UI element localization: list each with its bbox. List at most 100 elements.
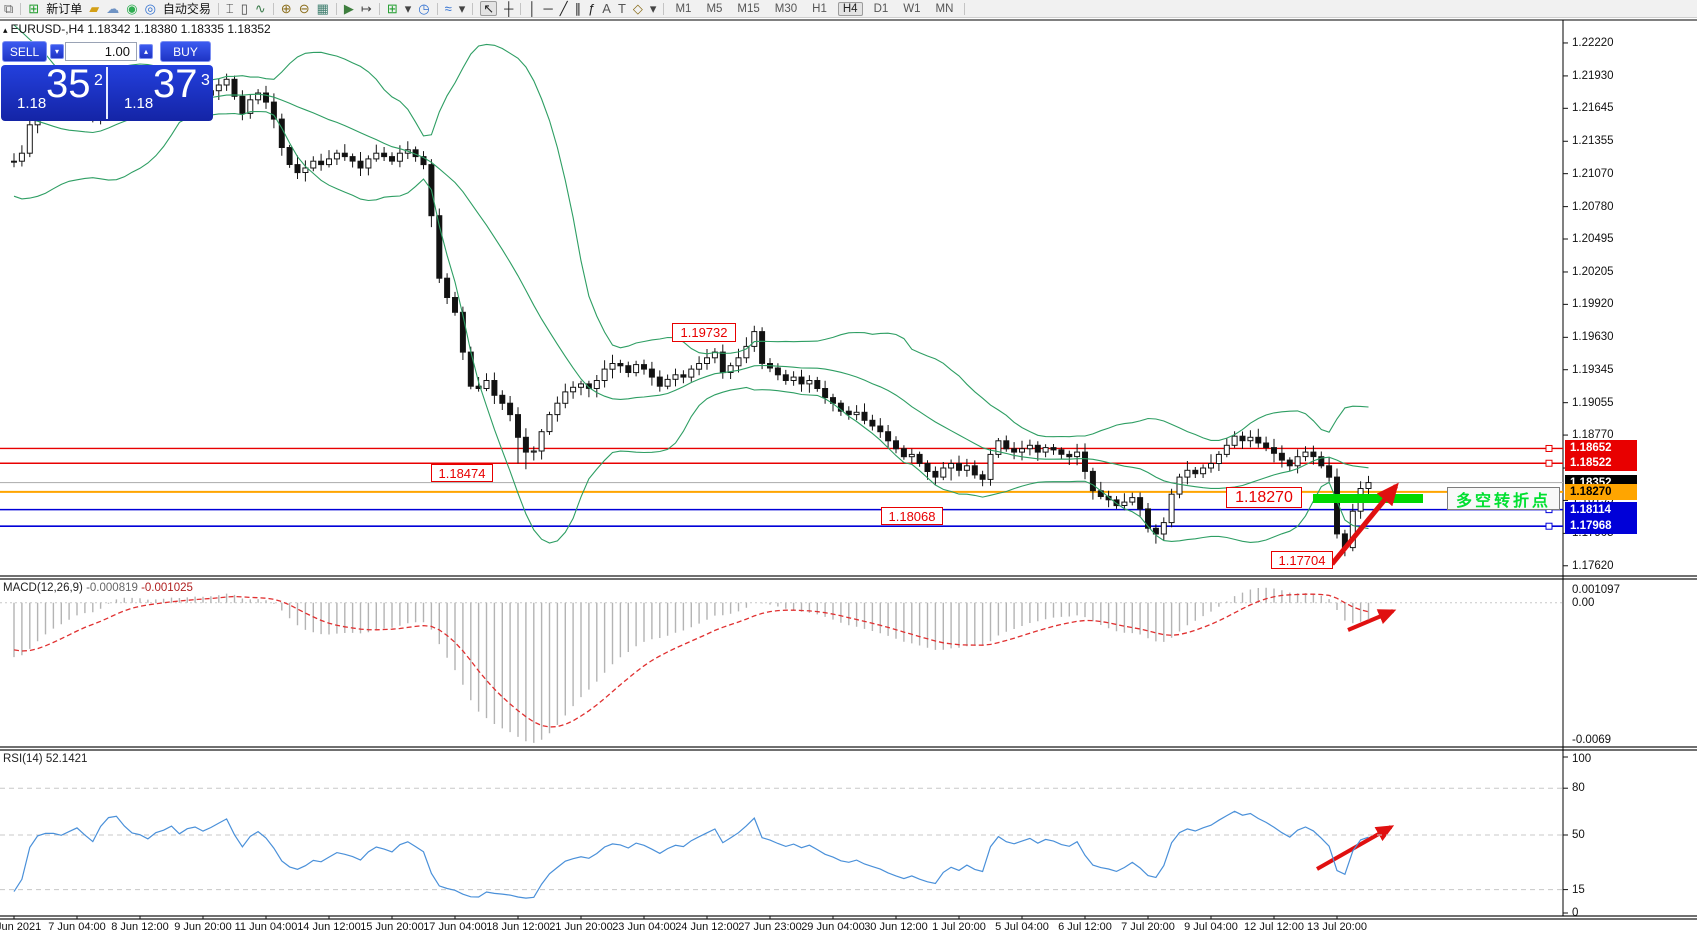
price-axis-tick: 1.18770	[1572, 429, 1614, 442]
toolbar-separator	[964, 2, 966, 15]
volume-increase-button[interactable]: ▴	[139, 44, 153, 59]
arrows-caret-icon[interactable]: ▾	[649, 0, 657, 16]
trendline-icon[interactable]: ╱	[559, 0, 568, 16]
time-axis-label: 29 Jun 04:00	[801, 921, 865, 933]
text-icon[interactable]: A	[602, 0, 611, 16]
buy-button[interactable]: BUY	[160, 41, 211, 62]
buy-price-prefix: 1.18	[124, 95, 154, 112]
cursor-icon[interactable]: ↖	[480, 1, 498, 16]
macd-name: MACD(12,26,9)	[3, 582, 83, 594]
timeframe-button-d1[interactable]: D1	[873, 2, 889, 15]
pane-separator[interactable]	[0, 746, 1697, 751]
sell-price[interactable]: 1.18 35 2	[1, 62, 106, 121]
window-menu-icon[interactable]: ⧉	[4, 0, 14, 16]
price-axis-tick: 1.20495	[1572, 233, 1614, 245]
timeframe-button-w1[interactable]: W1	[903, 2, 921, 15]
panel-collapse-icon[interactable]: ▴	[3, 25, 8, 35]
vertical-line-icon[interactable]: │	[528, 0, 537, 16]
price-tag-annotation[interactable]: 1.18474	[431, 464, 493, 482]
macd-axis-max-label: 0.001097	[1572, 584, 1620, 596]
price-divider	[106, 67, 108, 119]
turning-point-annotation[interactable]: 多空转折点	[1447, 487, 1560, 510]
green-turning-zone-bar[interactable]	[1313, 494, 1423, 503]
time-axis-label: 30 Jun 12:00	[864, 921, 928, 933]
price-axis-tick: 1.19055	[1572, 396, 1614, 409]
timeframe-button-m30[interactable]: M30	[774, 2, 798, 15]
main-trend-arrow[interactable]	[1330, 482, 1399, 566]
timeframe-button-m5[interactable]: M5	[706, 2, 723, 15]
toolbar-separator	[663, 2, 665, 15]
toolbar-separator	[335, 2, 337, 15]
price-axis-tick: 1.21070	[1572, 167, 1614, 180]
macd-value-main: -0.000819	[82, 582, 138, 594]
buy-price-big: 37	[153, 62, 198, 106]
buy-price-sup: 3	[201, 72, 210, 89]
pane-separator[interactable]	[0, 915, 1697, 920]
time-axis-label: 7 Jul 20:00	[1121, 921, 1175, 933]
rsi-trend-arrow[interactable]	[1316, 825, 1395, 871]
equidistant-channel-icon[interactable]: ∥	[574, 0, 582, 16]
sell-price-prefix: 1.18	[17, 95, 47, 112]
indicators-icon[interactable]: ≈	[444, 0, 452, 16]
autotrading-label[interactable]: 自动交易	[162, 2, 211, 16]
macd-trend-arrow[interactable]	[1347, 609, 1397, 632]
toolbar-separator	[378, 2, 380, 15]
timeframe-button-m1[interactable]: M1	[675, 2, 692, 15]
period-icon[interactable]: ◷	[418, 0, 430, 16]
rsi-axis-label: 0	[1572, 907, 1579, 919]
price-tag-annotation[interactable]: 1.18270	[1226, 487, 1302, 508]
horizontal-line-icon[interactable]: ─	[543, 0, 553, 16]
price-axis-tick: 1.19630	[1572, 331, 1614, 344]
price-tag-annotation[interactable]: 1.18068	[881, 507, 943, 525]
timeframe-button-h1[interactable]: H1	[812, 2, 827, 15]
price-tag-annotation[interactable]: 1.19732	[672, 323, 736, 342]
horizontal-level-lines[interactable]	[0, 444, 1563, 530]
depth-of-market-icon[interactable]: ▰	[89, 0, 100, 16]
time-axis-label: 6 Jul 12:00	[1058, 921, 1112, 933]
line-chart-icon[interactable]: ∿	[254, 0, 266, 16]
arrows-icon[interactable]: ◇	[632, 0, 643, 16]
sell-button[interactable]: SELL	[2, 41, 47, 62]
price-axis-tick: 1.19920	[1572, 298, 1614, 311]
new-chart-caret-icon[interactable]: ▾	[404, 0, 412, 16]
tile-windows-icon[interactable]: ▦	[316, 0, 329, 16]
macd-axis-zero-label: 0.00	[1572, 596, 1595, 609]
price-tag-annotation[interactable]: 1.17704	[1271, 551, 1333, 569]
chart-shift-icon[interactable]: ↦	[360, 0, 372, 16]
price-axis-tick: 1.20205	[1572, 265, 1614, 278]
new-order-label[interactable]: 新订单	[46, 2, 83, 16]
new-chart-icon[interactable]: ⊞	[386, 0, 398, 16]
chart-title: EURUSD-,H4 1.18342 1.18380 1.18335 1.183…	[10, 22, 271, 36]
rsi-axis-label: 80	[1572, 782, 1585, 795]
fibonacci-icon[interactable]: ƒ	[588, 0, 596, 16]
macd-axis-min-label: -0.0069	[1572, 734, 1612, 746]
auto-scroll-icon[interactable]: ▶	[343, 0, 354, 16]
timeframe-button-m15[interactable]: M15	[737, 2, 760, 15]
bar-chart-icon[interactable]: ⌶	[225, 0, 234, 16]
macd-signal-line	[13, 593, 1369, 728]
cloud-icon[interactable]: ☁	[106, 0, 120, 16]
autotrading-icon[interactable]: ◎	[144, 0, 156, 16]
rsi-value: 52.1421	[42, 753, 88, 765]
text-label-icon[interactable]: T	[617, 0, 626, 16]
zoom-out-icon[interactable]: ⊖	[298, 0, 310, 16]
buy-price[interactable]: 1.18 37 3	[108, 62, 213, 121]
volume-decrease-button[interactable]: ▾	[50, 44, 64, 59]
volume-input[interactable]	[65, 42, 137, 61]
candlestick-chart-icon[interactable]: ▯	[240, 0, 248, 16]
new-order-icon[interactable]: ⊞	[28, 0, 40, 16]
signal-icon[interactable]: ◉	[126, 0, 138, 16]
price-axis-tick: 1.21355	[1572, 135, 1614, 148]
pane-separator[interactable]	[0, 575, 1697, 580]
toolbar-separator	[436, 2, 438, 15]
timeframe-button-mn[interactable]: MN	[935, 2, 954, 15]
time-axis-label: 17 Jun 04:00	[423, 921, 487, 933]
timeframe-button-h4[interactable]: H4	[837, 1, 863, 16]
time-axis-label: 27 Jun 23:00	[738, 921, 802, 933]
crosshair-icon[interactable]: ┼	[504, 0, 514, 16]
indicators-caret-icon[interactable]: ▾	[458, 0, 466, 16]
toolbar-separator	[520, 2, 522, 15]
zoom-in-icon[interactable]: ⊕	[280, 0, 292, 16]
